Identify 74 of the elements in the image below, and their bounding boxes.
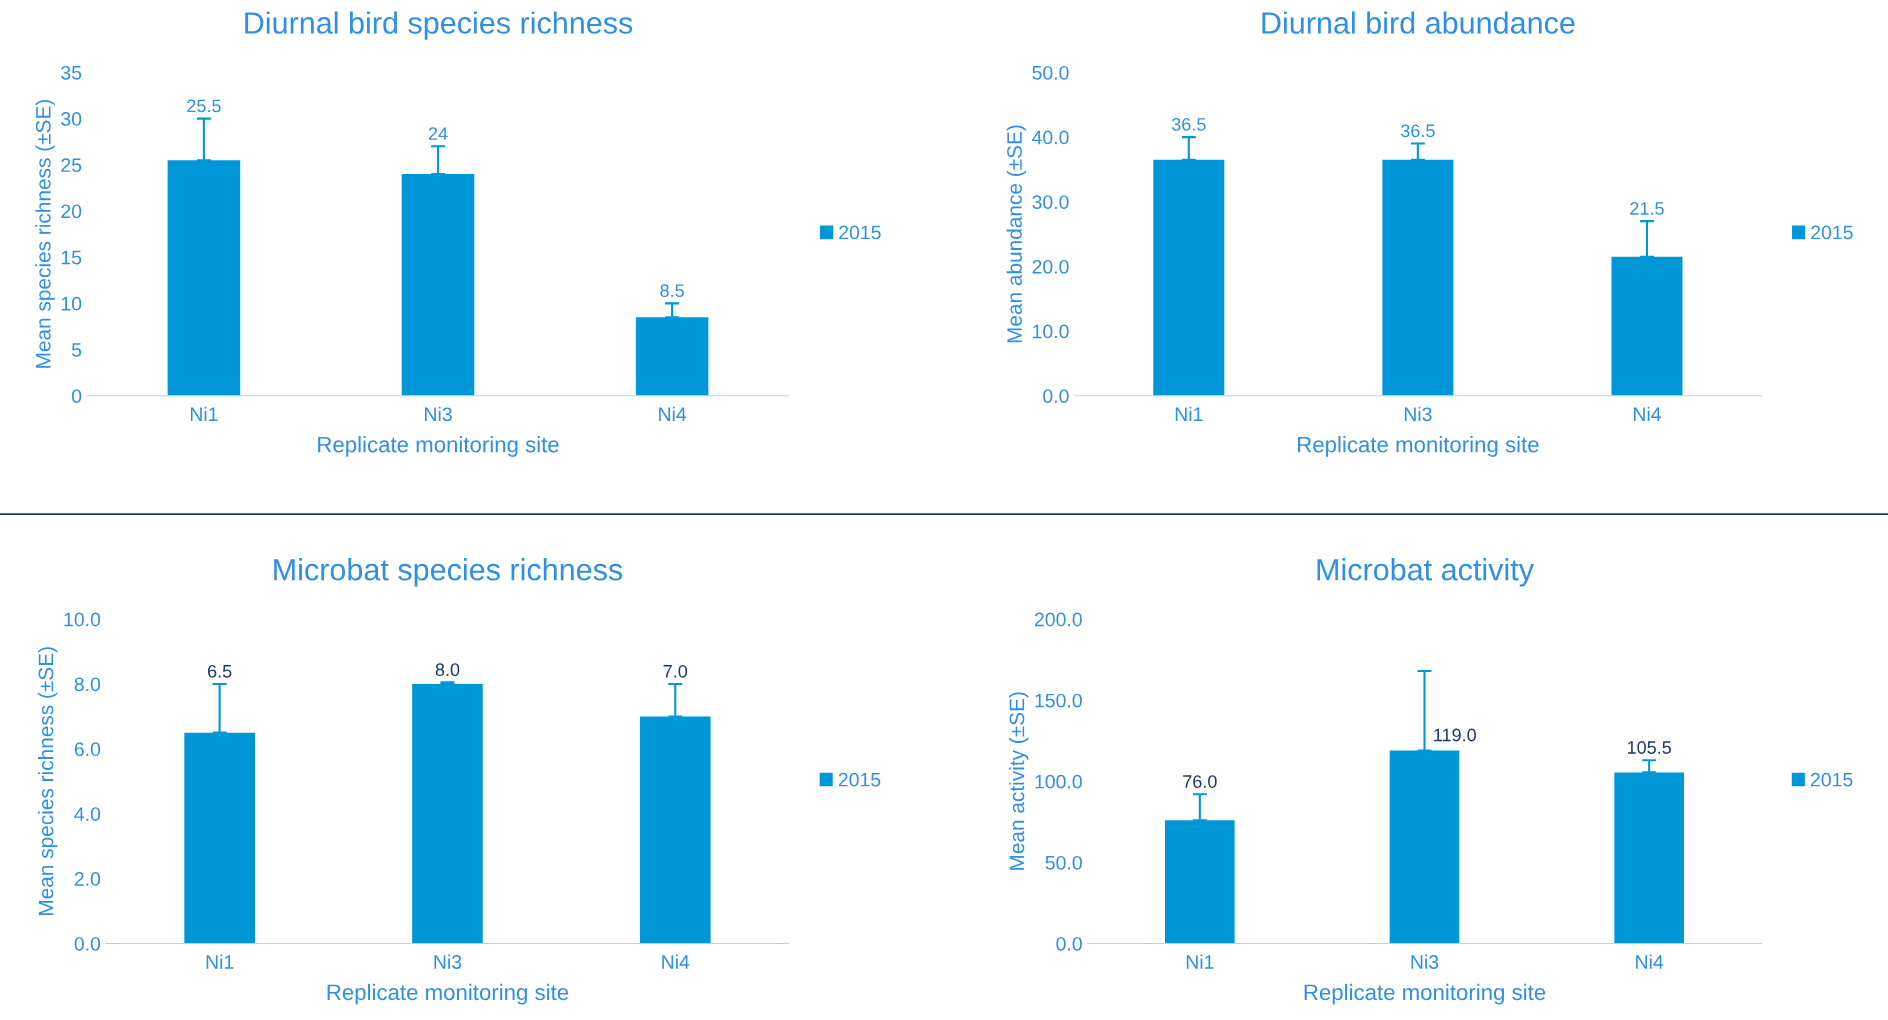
x-tick-label: Ni4	[1636, 954, 1664, 969]
y-tick-label: 2.0	[74, 872, 101, 886]
x-tick-label: Ni1	[190, 406, 218, 421]
legend-label: 2015	[838, 772, 881, 787]
x-tick-label: Ni1	[1186, 954, 1214, 969]
y-tick-label: 20.0	[1032, 259, 1069, 274]
y-tick-label: 40.0	[1032, 130, 1069, 145]
x-tick-label: Ni3	[425, 406, 452, 422]
data-label: 119.0	[1434, 728, 1476, 742]
y-tick-label: 0.0	[1056, 936, 1082, 951]
bar	[635, 317, 709, 396]
x-tick-label: Ni1	[206, 954, 234, 969]
y-tick-label: 100.0	[1035, 774, 1082, 789]
y-tick-label: 10.0	[1033, 324, 1069, 339]
bar	[412, 684, 483, 944]
bar	[167, 160, 241, 396]
x-tick-label: Ni4	[1633, 406, 1661, 421]
chart-title: Microbat species richness	[274, 558, 623, 587]
y-tick-label: 4.0	[74, 807, 101, 821]
x-tick-label: Ni3	[1404, 406, 1432, 422]
y-tick-label: 8.0	[74, 677, 101, 692]
x-axis-title: Replicate monitoring site	[1298, 436, 1539, 457]
y-tick-label: 50.0	[1032, 65, 1069, 80]
y-tick-label: 150.0	[1035, 693, 1082, 708]
x-tick-label: Ni3	[434, 954, 462, 969]
y-tick-label: 35	[61, 65, 82, 80]
y-axis-title: Mean abundance (±SE)	[1006, 125, 1026, 343]
data-label: 24	[428, 127, 448, 140]
data-label: 6.5	[208, 664, 232, 678]
y-tick-label: 200.0	[1034, 612, 1082, 627]
chart-title: Diurnal bird abundance	[1262, 11, 1575, 34]
x-tick-label: Ni3	[1411, 954, 1439, 969]
chart-title: Diurnal bird species richness	[245, 11, 633, 40]
y-tick-label: 15	[61, 250, 82, 265]
bar	[1165, 820, 1235, 944]
y-axis-title: Mean species richness (±SE)	[38, 647, 58, 915]
data-label: 105.5	[1627, 741, 1671, 754]
data-label: 36.5	[1171, 117, 1206, 131]
y-tick-label: 30.0	[1032, 195, 1069, 209]
legend-label: 2015	[839, 225, 881, 240]
data-label: 76.0	[1183, 775, 1217, 788]
y-tick-label: 6.0	[74, 742, 101, 757]
data-label: 21.5	[1630, 202, 1664, 215]
y-tick-label: 10	[61, 296, 82, 311]
data-label: 36.5	[1401, 124, 1435, 138]
y-tick-label: 50.0	[1045, 855, 1082, 870]
x-tick-label: Ni1	[1175, 406, 1203, 421]
x-tick-label: Ni4	[659, 406, 687, 421]
legend-label: 2015	[1810, 772, 1853, 787]
bar	[639, 716, 711, 944]
bar	[1389, 750, 1460, 944]
y-tick-label: 0	[71, 389, 82, 403]
y-tick-label: 20	[61, 204, 82, 219]
x-axis-title: Replicate monitoring site	[1304, 983, 1546, 1005]
x-tick-label: Ni4	[662, 954, 690, 969]
y-tick-label: 0.0	[1043, 389, 1069, 403]
bar	[401, 174, 475, 396]
data-label: 25.5	[187, 99, 221, 113]
y-tick-label: 25	[61, 158, 82, 173]
y-tick-label: 5	[71, 343, 82, 357]
y-axis-title: Mean activity (±SE)	[1009, 692, 1029, 870]
x-axis-title: Replicate monitoring site	[318, 436, 559, 457]
legend-label: 2015	[1811, 225, 1853, 240]
bar	[1614, 772, 1684, 944]
y-tick-label: 10.0	[64, 612, 101, 627]
y-tick-label: 0.0	[74, 936, 101, 951]
bar	[184, 732, 255, 944]
chart-title: Microbat activity	[1317, 558, 1534, 587]
data-label: 8.0	[435, 663, 460, 677]
y-axis-title: Mean species richness (±SE)	[35, 99, 55, 368]
x-axis-title: Replicate monitoring site	[327, 983, 569, 1005]
y-tick-label: 30	[61, 112, 82, 126]
data-label: 8.5	[660, 284, 684, 298]
data-label: 7.0	[663, 664, 688, 678]
